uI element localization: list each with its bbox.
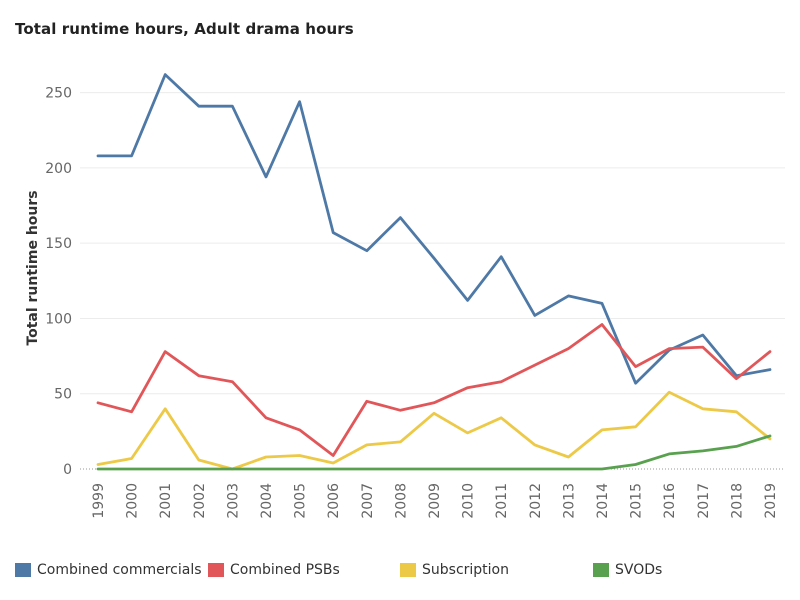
x-tick-label: 2009 bbox=[427, 483, 443, 519]
x-tick-label: 2010 bbox=[461, 483, 477, 519]
legend-label: Combined PSBs bbox=[230, 562, 340, 578]
y-tick-label: 200 bbox=[45, 161, 72, 177]
y-tick-label: 150 bbox=[45, 236, 72, 252]
x-tick-label: 2017 bbox=[696, 483, 712, 519]
y-tick-label: 0 bbox=[63, 462, 72, 478]
series-line-subscription bbox=[96, 390, 772, 471]
x-tick-label: 2000 bbox=[125, 483, 141, 519]
legend-swatch bbox=[15, 563, 31, 577]
y-tick-label: 250 bbox=[45, 86, 72, 102]
x-tick-label: 2016 bbox=[662, 483, 678, 519]
x-tick-label: 2018 bbox=[729, 483, 745, 519]
legend-item-combined-commercials[interactable]: Combined commercials bbox=[15, 560, 202, 580]
x-tick-label: 2007 bbox=[360, 483, 376, 519]
x-tick-label: 1999 bbox=[91, 483, 107, 519]
legend-swatch bbox=[400, 563, 416, 577]
x-tick-label: 2019 bbox=[763, 483, 779, 519]
series-line-svods bbox=[96, 434, 772, 471]
x-tick-label: 2003 bbox=[225, 483, 241, 519]
x-tick-label: 2004 bbox=[259, 483, 275, 519]
legend-item-subscription[interactable]: Subscription bbox=[400, 560, 509, 580]
legend-label: Subscription bbox=[422, 562, 509, 578]
x-tick-label: 2015 bbox=[629, 483, 645, 519]
legend-swatch bbox=[208, 563, 224, 577]
legend: Combined commercials Combined PSBs Subsc… bbox=[0, 560, 800, 580]
legend-item-combined-psbs[interactable]: Combined PSBs bbox=[208, 560, 340, 580]
x-tick-label: 2006 bbox=[326, 483, 342, 519]
series-line-combined-psbs bbox=[96, 323, 772, 457]
chart-title: Total runtime hours, Adult drama hours bbox=[15, 20, 354, 38]
x-tick-label: 2002 bbox=[192, 483, 208, 519]
y-axis-title: Total runtime hours bbox=[25, 190, 41, 345]
x-tick-label: 2011 bbox=[494, 483, 510, 519]
x-tick-label: 2005 bbox=[293, 483, 309, 519]
legend-label: Combined commercials bbox=[37, 562, 202, 578]
x-tick-label: 2001 bbox=[158, 483, 174, 519]
x-tick-label: 2008 bbox=[393, 483, 409, 519]
y-tick-label: 50 bbox=[54, 387, 72, 403]
x-tick-label: 2013 bbox=[561, 483, 577, 519]
legend-item-svods[interactable]: SVODs bbox=[593, 560, 662, 580]
y-tick-label: 100 bbox=[45, 311, 72, 327]
x-tick-label: 2014 bbox=[595, 483, 611, 519]
legend-label: SVODs bbox=[615, 562, 663, 578]
series-line-combined-commercials bbox=[96, 73, 772, 385]
legend-swatch bbox=[593, 563, 609, 577]
x-tick-label: 2012 bbox=[528, 483, 544, 519]
